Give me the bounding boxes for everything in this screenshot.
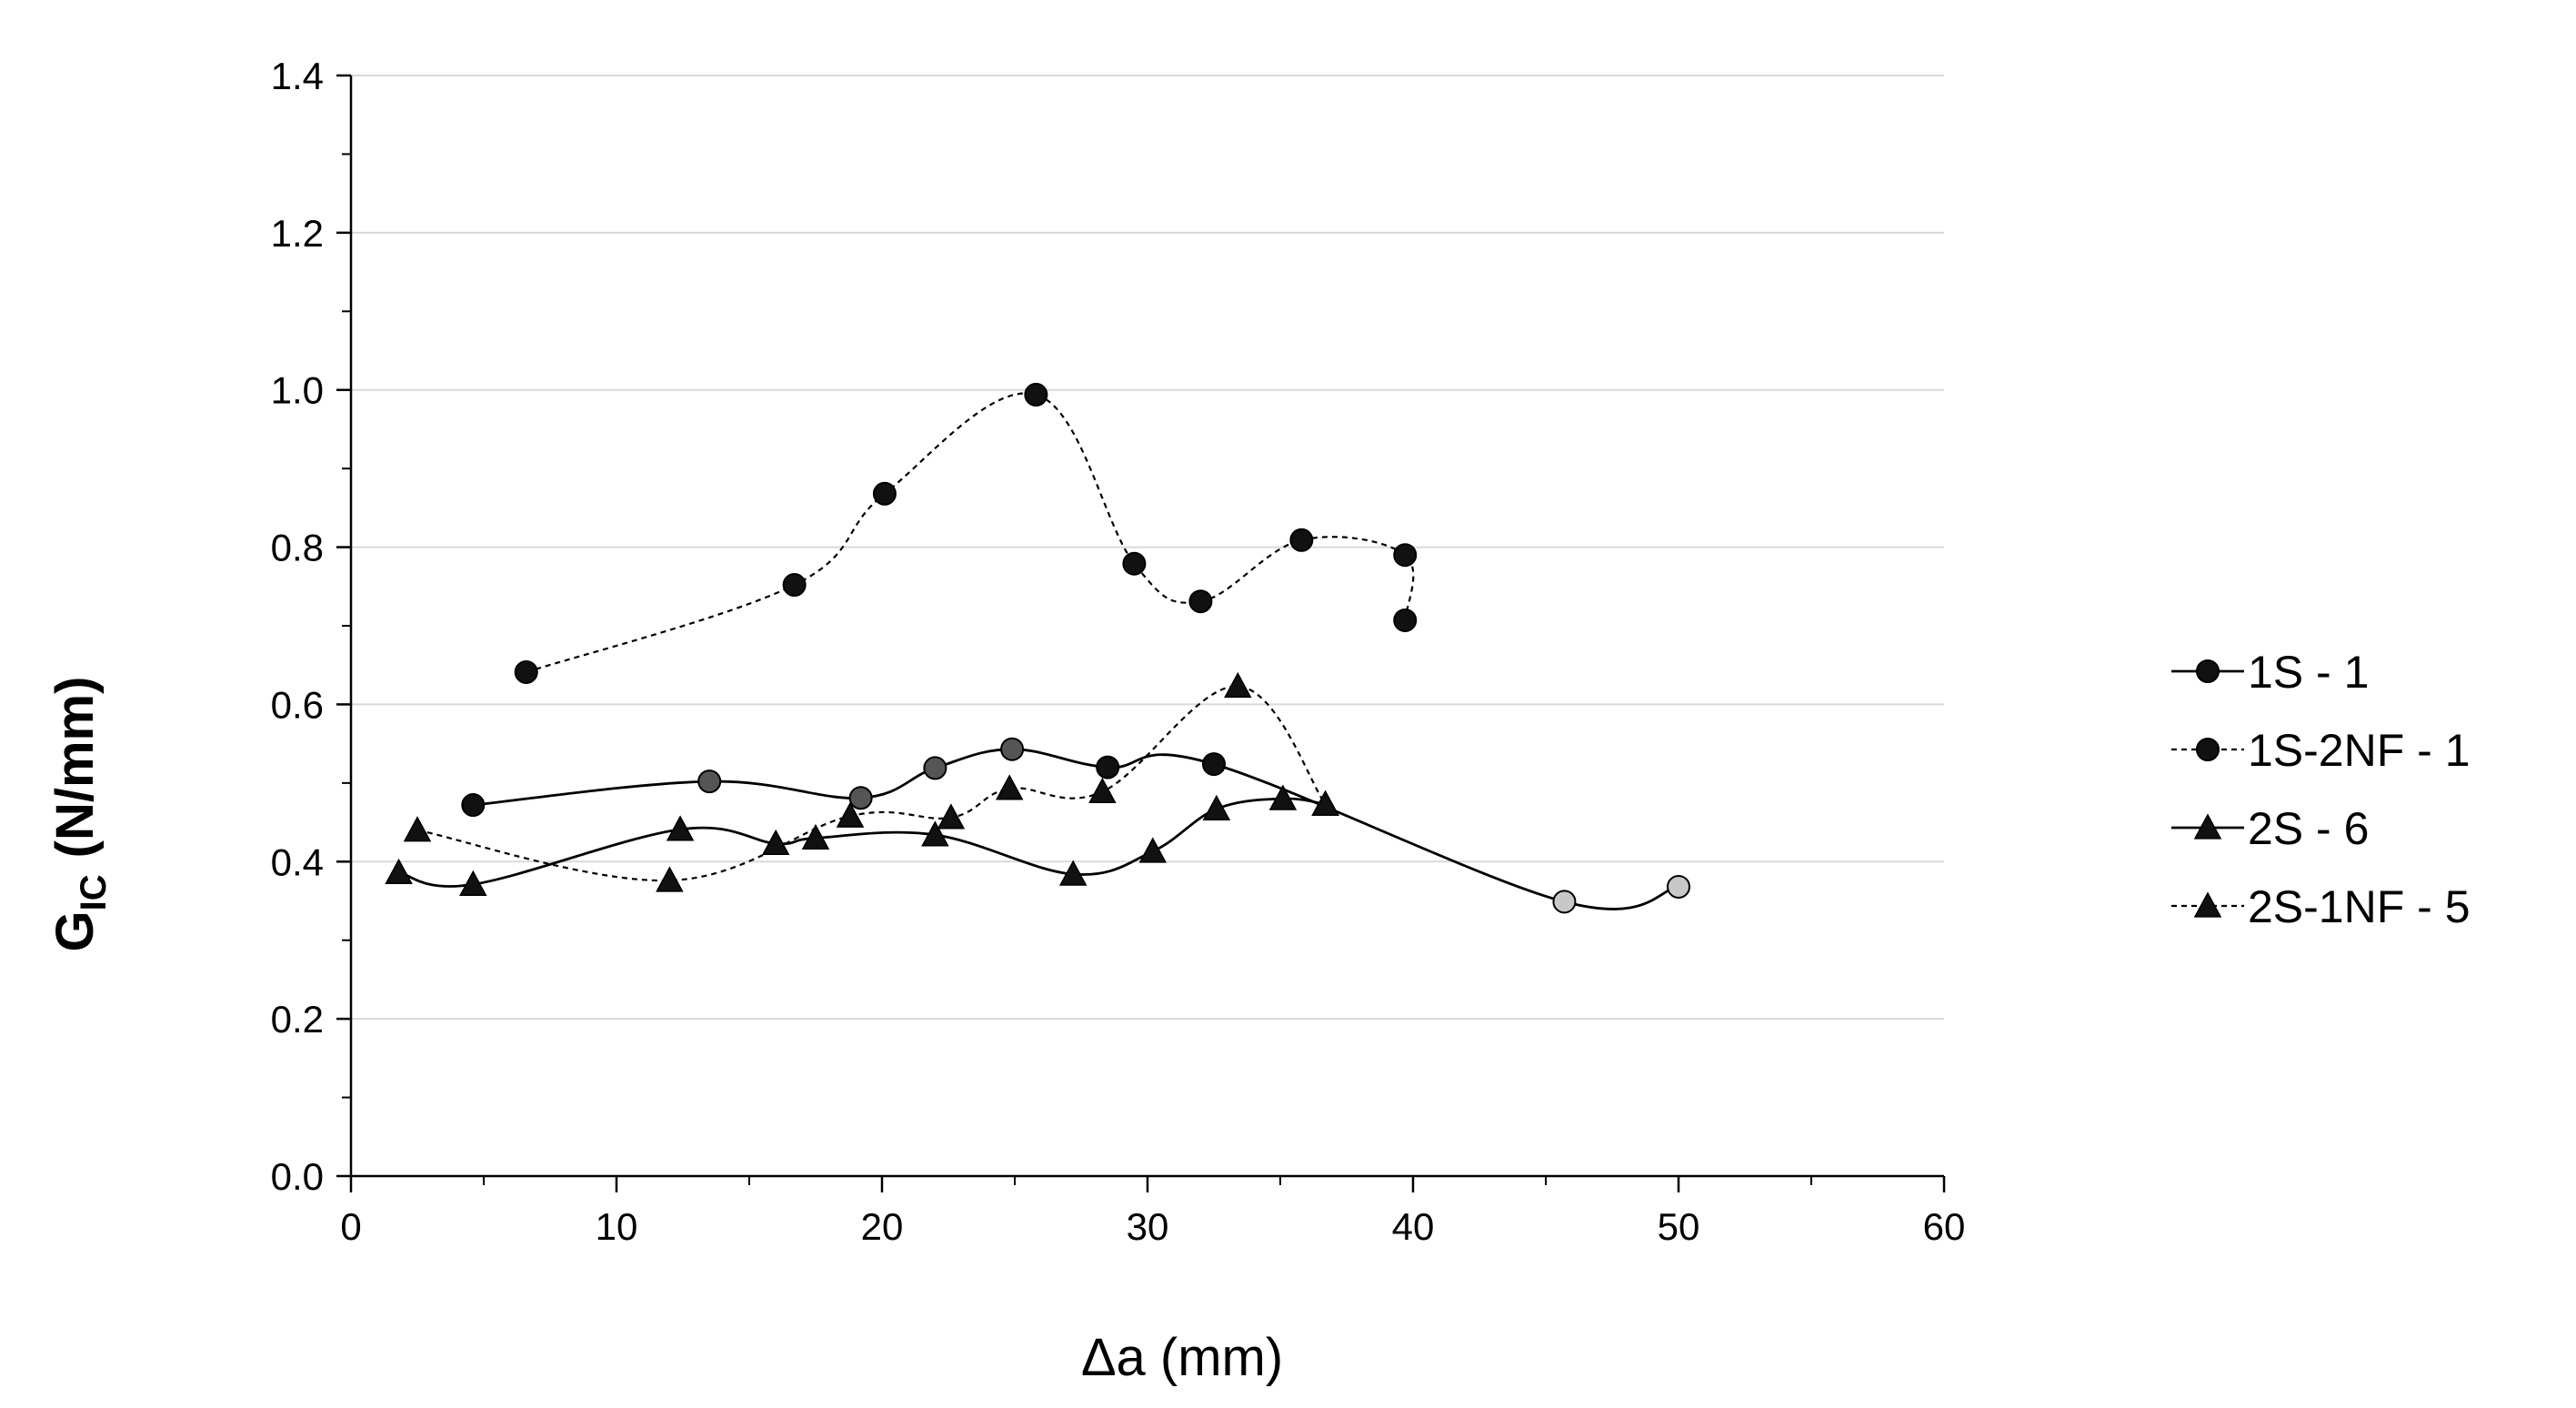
y-tick-label: 1.4 [271, 55, 324, 97]
y-tick-label: 1.0 [271, 369, 324, 412]
series-line-3 [398, 797, 1326, 888]
x-tick-label: 60 [1923, 1205, 1966, 1248]
x-axis-title: Δa (mm) [1081, 1328, 1283, 1387]
tick-labels: 0.0 0.2 0.4 0.6 0.8 1.0 1.2 1.4 0 10 20 30 40 50 60 [271, 55, 1966, 1248]
data-point [782, 573, 807, 598]
data-point [848, 786, 873, 810]
y-tick-label: 1.2 [271, 212, 324, 255]
data-point [1289, 528, 1314, 552]
data-point [872, 481, 897, 506]
data-point [459, 870, 487, 896]
x-tick-label: 50 [1658, 1205, 1700, 1248]
series-line-4 [416, 685, 1327, 882]
data-point [1188, 589, 1213, 614]
data-point [1122, 551, 1147, 576]
data-point [1268, 784, 1298, 810]
data-point [666, 815, 695, 841]
data-point [1667, 874, 1690, 899]
data-point [1058, 860, 1088, 886]
legend: 1S - 1 1S-2NF - 1 2S - 6 2S-1NF - 5 [2171, 647, 2471, 932]
data-point [1224, 671, 1252, 699]
series-lines [398, 392, 1679, 910]
y-tick-label: 0.6 [271, 683, 324, 726]
legend-marker [2193, 891, 2222, 918]
x-tick-label: 0 [340, 1205, 361, 1248]
y-tick-label: 0.8 [271, 527, 324, 569]
legend-marker [2193, 813, 2222, 840]
x-tick-label: 30 [1127, 1205, 1169, 1248]
series-line-2 [526, 392, 1415, 674]
data-point [923, 756, 947, 780]
data-point [937, 803, 966, 830]
y-tick-label: 0.2 [271, 998, 324, 1041]
legend-marker [2196, 738, 2220, 761]
data-point [836, 801, 865, 828]
data-point [656, 866, 684, 892]
legend-label: 2S-1NF - 5 [2248, 881, 2471, 932]
y-axis-title: GIC (N/mm) [45, 677, 114, 952]
data-point [1096, 755, 1120, 779]
data-point [995, 774, 1024, 800]
data-point [697, 769, 722, 794]
data-point [1202, 752, 1226, 777]
data-point [1202, 794, 1231, 821]
legend-marker [2196, 659, 2220, 683]
x-tick-label: 20 [861, 1205, 904, 1248]
grid-lines [351, 75, 1944, 1021]
legend-label: 2S - 6 [2248, 803, 2369, 854]
data-point [1088, 777, 1117, 804]
data-point [1024, 382, 1048, 407]
data-point [403, 816, 432, 842]
x-tick-label: 40 [1392, 1205, 1435, 1248]
legend-label: 1S - 1 [2248, 647, 2369, 698]
series-markers [385, 382, 1690, 914]
y-tick-label: 0.0 [271, 1155, 324, 1198]
data-point [461, 793, 486, 818]
data-point [1393, 608, 1418, 632]
legend-label: 1S-2NF - 1 [2248, 725, 2471, 776]
data-point [801, 823, 830, 850]
data-point [514, 659, 538, 684]
y-tick-label: 0.4 [271, 840, 324, 883]
data-point [1311, 789, 1339, 816]
data-point [1552, 890, 1577, 914]
y-axis-title-units: (N/mm) [45, 677, 105, 859]
data-point [1138, 837, 1168, 863]
data-point [761, 829, 790, 856]
data-point [921, 820, 949, 847]
data-point [1393, 543, 1418, 568]
y-axis-title-subscript: IC [74, 874, 114, 910]
x-tick-label: 10 [596, 1205, 638, 1248]
series-line-1 [473, 748, 1679, 910]
y-axis-title-main: G [45, 910, 105, 951]
axes [336, 74, 1946, 1192]
data-point [1000, 737, 1025, 761]
data-point [385, 858, 413, 885]
